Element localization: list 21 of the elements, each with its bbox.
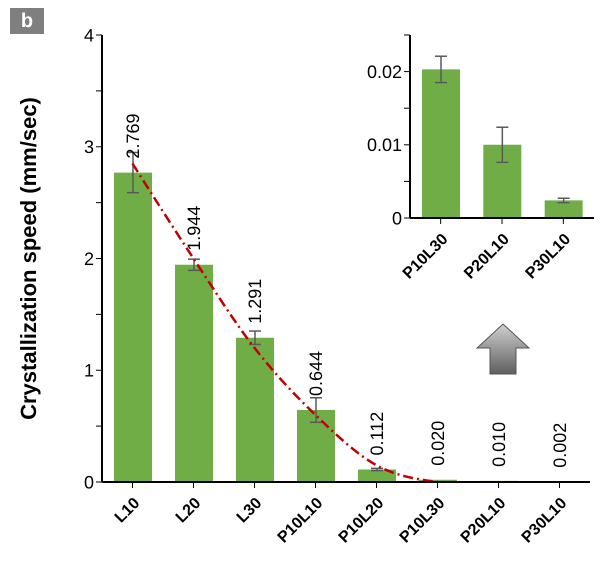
data-label: 0.010 [489,422,509,467]
y-tick-label: 0 [84,472,94,492]
data-label: 0.644 [306,350,326,396]
y-tick-label: 0.01 [366,135,402,156]
y-axis-title: Crystallization speed (mm/sec) [16,97,41,420]
data-label: 2.769 [123,114,143,159]
y-tick-label: 2 [84,248,94,269]
data-label: 1.944 [184,206,204,251]
x-tick-label: L30 [234,494,266,526]
data-label: 1.291 [245,278,265,324]
data-label: 0.002 [550,422,570,468]
x-tick-label: L10 [112,494,144,526]
x-tick-label: L20 [172,494,204,526]
y-tick-label: 4 [84,25,94,46]
data-label: 0.112 [367,412,387,456]
y-tick-label: 0.02 [366,62,402,82]
data-label: 0.020 [428,420,448,466]
y-tick-label: 3 [84,137,94,158]
text: b [10,8,44,34]
y-tick-label: 0 [392,208,402,228]
y-tick-label: 1 [84,360,94,381]
